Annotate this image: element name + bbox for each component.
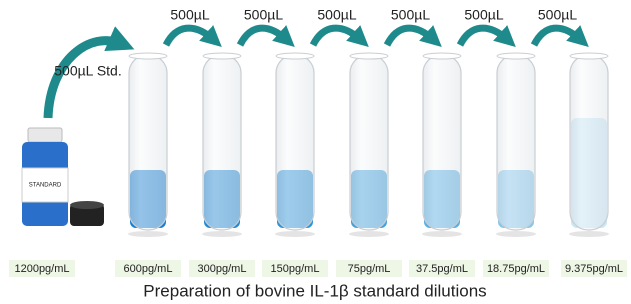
tube: [570, 55, 608, 230]
transfer-label: 500µL: [244, 7, 283, 23]
tube-rim: [276, 53, 314, 59]
tube: [203, 55, 241, 230]
concentration-label: 9.375pg/mL: [565, 263, 623, 275]
transfer-arrow: [460, 28, 508, 45]
tube-shadow: [202, 231, 242, 237]
transfer-label: 500µL: [170, 7, 209, 23]
concentration-label: 300pg/mL: [198, 263, 247, 275]
concentration-label: 37.5pg/mL: [416, 263, 468, 275]
tube-rim: [129, 53, 167, 59]
transfer-label: 500µL: [391, 7, 430, 23]
tube: [276, 55, 314, 230]
tube-rim: [350, 53, 388, 59]
tube-shadow: [496, 231, 536, 237]
transfer-label: 500µL: [464, 7, 503, 23]
concentration-label: 18.75pg/mL: [487, 263, 545, 275]
transfer-label: 500µL: [538, 7, 577, 23]
tube-rim: [570, 53, 608, 59]
caption: Preparation of bovine IL-1β standard dil…: [143, 281, 486, 300]
tube: [129, 55, 167, 230]
tube-shadow: [569, 231, 609, 237]
tube-shadow: [422, 231, 462, 237]
concentration-label: 600pg/mL: [124, 263, 173, 275]
transfer-label: 500µL Std.: [54, 63, 121, 79]
tube: [497, 55, 535, 230]
tube-rim: [497, 53, 535, 59]
transfer-arrow: [534, 28, 581, 45]
tube: [423, 55, 461, 230]
concentration-label: 150pg/mL: [271, 263, 320, 275]
tube-shadow: [275, 231, 315, 237]
concentration-label: 75pg/mL: [348, 263, 391, 275]
concentration-label: 1200pg/mL: [14, 263, 69, 275]
dilution-diagram: STANDARD 500µL Std. Preparation of bovin…: [0, 0, 631, 304]
tube-shadow: [128, 231, 168, 237]
transfer-arrow: [387, 28, 434, 45]
transfer-arrow: [313, 28, 361, 45]
tube-rim: [423, 53, 461, 59]
tube-rim: [203, 53, 241, 59]
transfer-arrow: [48, 41, 122, 118]
tube-shadow: [349, 231, 389, 237]
transfer-arrow: [166, 28, 214, 45]
standard-bottle: STANDARD: [22, 128, 104, 226]
bottle-label: STANDARD: [29, 183, 62, 189]
transfer-arrow: [240, 28, 287, 45]
transfer-label: 500µL: [317, 7, 356, 23]
tube: [350, 55, 388, 230]
